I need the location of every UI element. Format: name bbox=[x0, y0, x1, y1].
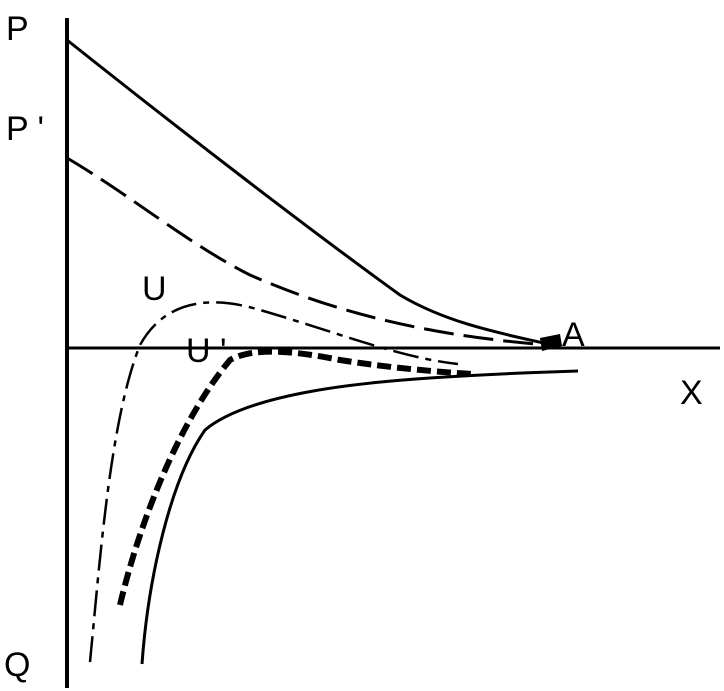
curve-u bbox=[88, 301, 459, 663]
label-u: U bbox=[142, 270, 167, 308]
curve-q bbox=[140, 369, 579, 665]
curve-u-prime bbox=[117, 348, 473, 606]
point-a-marker bbox=[540, 334, 562, 351]
label-u-prime: U ' bbox=[186, 332, 227, 370]
label-x: X bbox=[680, 374, 703, 412]
curve-p bbox=[66, 38, 553, 347]
curve-p-prime bbox=[66, 156, 549, 347]
label-a: A bbox=[562, 316, 585, 354]
label-p: P bbox=[6, 10, 29, 48]
label-p-prime: P ' bbox=[6, 110, 44, 148]
label-q: Q bbox=[4, 646, 30, 684]
